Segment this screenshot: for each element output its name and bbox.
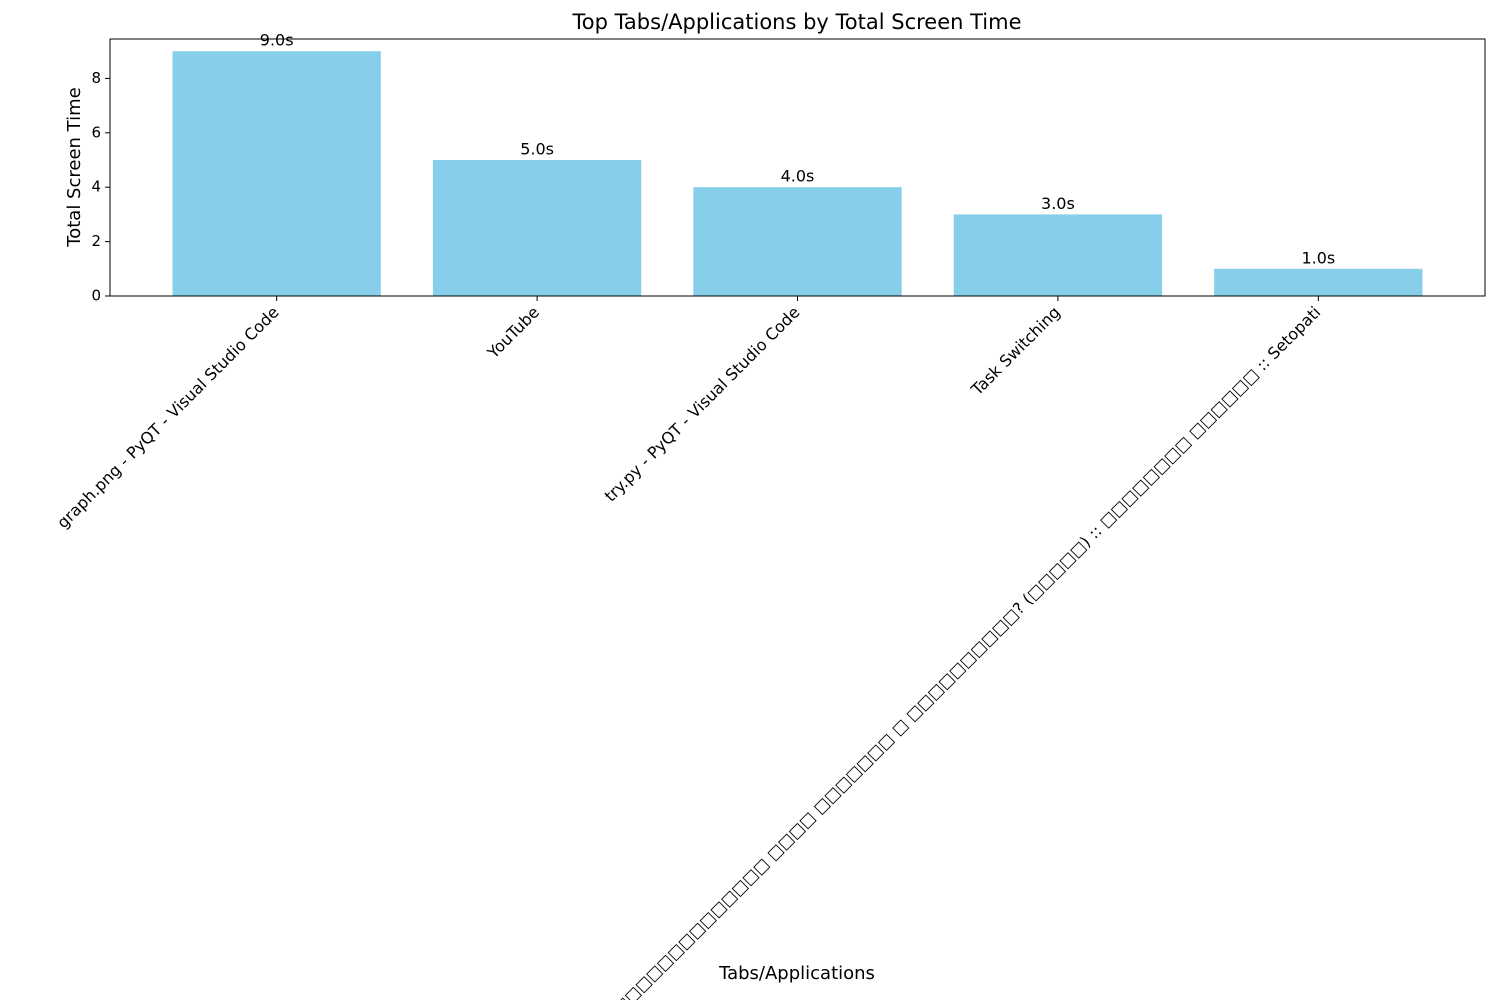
y-axis-label: Total Screen Time bbox=[64, 87, 85, 247]
y-tick-label: 0 bbox=[91, 287, 101, 305]
value-label: 9.0s bbox=[260, 31, 294, 50]
chart-title: Top Tabs/Applications by Total Screen Ti… bbox=[571, 10, 1021, 34]
bar bbox=[172, 51, 381, 296]
value-label: 4.0s bbox=[781, 167, 815, 186]
y-tick-label: 4 bbox=[91, 178, 101, 196]
x-tick-label: Task Switching bbox=[967, 303, 1064, 400]
bar bbox=[1214, 268, 1423, 296]
y-tick-label: 2 bbox=[91, 232, 101, 250]
x-tick-label: try.py - PyQT - Visual Studio Code bbox=[601, 303, 804, 506]
plot-frame bbox=[109, 38, 1486, 297]
x-tick-label: □□□ □□□□ □□□□□□□□□ □□□□□ □□□□□□□□□□□□□□□… bbox=[350, 303, 1325, 1000]
bar bbox=[693, 187, 902, 296]
y-tick-label: 8 bbox=[91, 69, 101, 87]
value-label: 3.0s bbox=[1041, 194, 1075, 213]
value-label: 1.0s bbox=[1301, 248, 1335, 267]
bar bbox=[953, 214, 1163, 296]
x-tick-label: graph.png - PyQT - Visual Studio Code bbox=[53, 303, 283, 533]
x-tick-label: YouTube bbox=[483, 303, 543, 363]
y-tick-label: 6 bbox=[91, 123, 101, 141]
value-label: 5.0s bbox=[520, 140, 554, 159]
bar bbox=[432, 160, 642, 296]
x-axis-label: Tabs/Applications bbox=[718, 963, 875, 984]
